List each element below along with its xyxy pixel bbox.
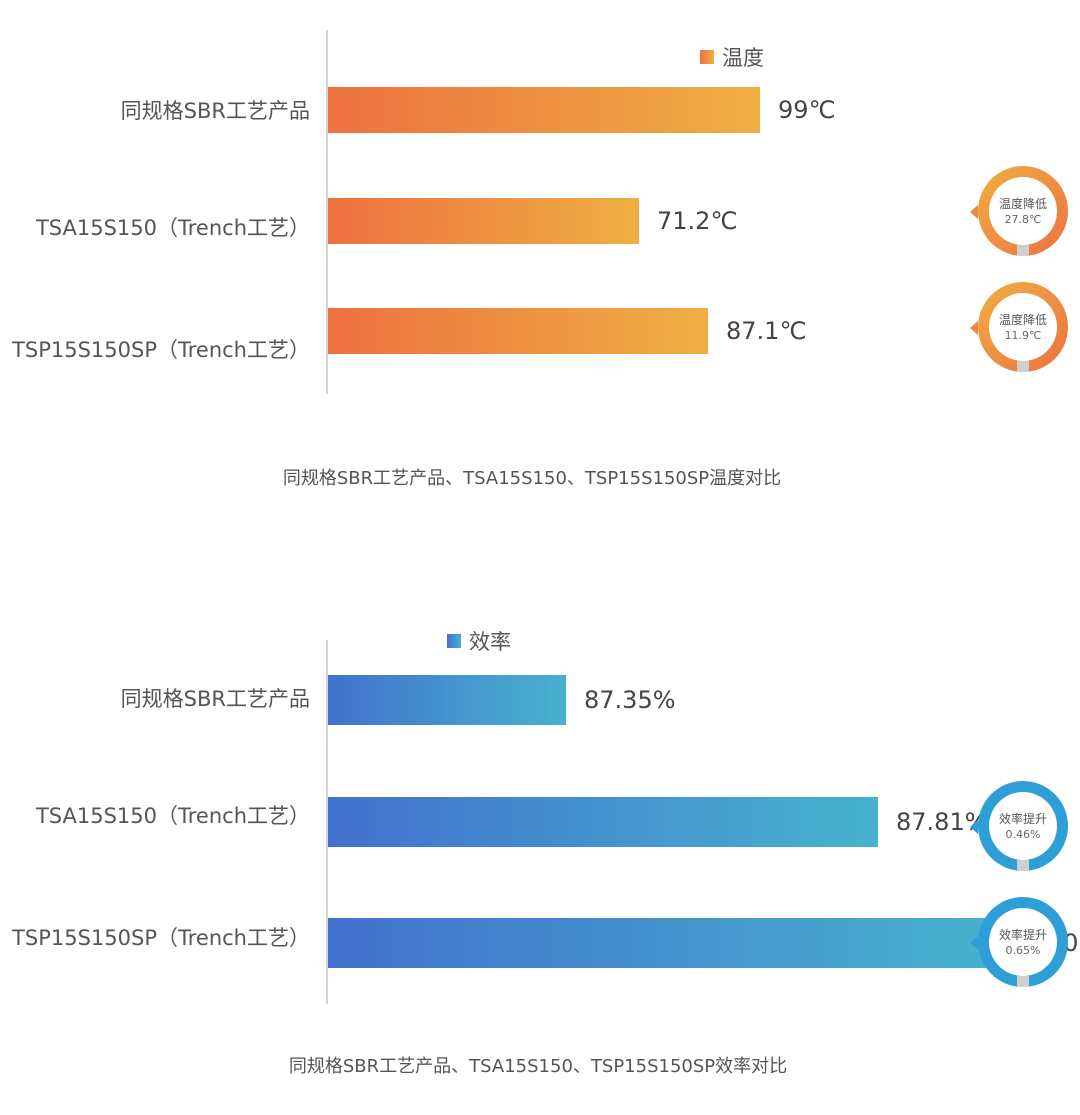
badge-pointer <box>970 205 978 219</box>
category-label: TSP15S150SP（Trench工艺） <box>12 338 310 362</box>
badge-pointer <box>970 321 978 335</box>
bar <box>328 797 878 847</box>
reduction-badge: 温度降低 11.9℃ <box>970 282 1068 372</box>
badge-value: 27.8℃ <box>1004 212 1042 226</box>
legend: 效率 <box>447 626 511 656</box>
reduction-badge: 温度降低 27.8℃ <box>970 166 1068 256</box>
chart-title: 同规格SBR工艺产品、TSA15S150、TSP15S150SP温度对比 <box>282 468 782 489</box>
badge-value: 11.9℃ <box>1004 328 1042 342</box>
bar <box>328 308 708 354</box>
badge-title: 效率提升 <box>998 811 1047 826</box>
legend-label: 温度 <box>722 46 764 70</box>
badge-pointer <box>970 936 978 950</box>
category-label: 同规格SBR工艺产品 <box>120 687 310 711</box>
y-axis-line <box>326 30 328 394</box>
data-label: 71.2℃ <box>657 207 738 235</box>
badge-title: 温度降低 <box>998 312 1047 327</box>
bar <box>328 198 639 244</box>
improvement-badge: 效率提升 0.65% <box>970 897 1068 987</box>
badge-title: 温度降低 <box>998 196 1047 211</box>
badge-value: 0.46% <box>1005 827 1041 841</box>
data-label: 87.1℃ <box>726 317 807 345</box>
improvement-badge: 效率提升 0.46% <box>970 781 1068 871</box>
legend: 温度 <box>700 42 764 72</box>
data-label: 99℃ <box>778 96 836 124</box>
temperature-chart: 温度 同规格SBR工艺产品 TSA15S150（Trench工艺） TSP15S… <box>0 0 1080 520</box>
category-label: TSA15S150（Trench工艺） <box>35 216 310 240</box>
category-label: TSA15S150（Trench工艺） <box>35 804 310 828</box>
bar <box>328 87 760 133</box>
bar <box>328 675 566 725</box>
category-label: TSP15S150SP（Trench工艺） <box>12 926 310 950</box>
badge-title: 效率提升 <box>998 927 1047 942</box>
badge-pointer <box>970 820 978 834</box>
data-label: 87.35% <box>584 686 676 714</box>
y-axis-line <box>326 640 328 1004</box>
legend-label: 效率 <box>469 630 511 654</box>
bar <box>328 918 1007 968</box>
chart-title: 同规格SBR工艺产品、TSA15S150、TSP15S150SP效率对比 <box>288 1056 788 1077</box>
badge-value: 0.65% <box>1005 943 1041 957</box>
legend-swatch <box>447 634 461 648</box>
category-label: 同规格SBR工艺产品 <box>120 99 310 123</box>
legend-swatch <box>700 50 714 64</box>
